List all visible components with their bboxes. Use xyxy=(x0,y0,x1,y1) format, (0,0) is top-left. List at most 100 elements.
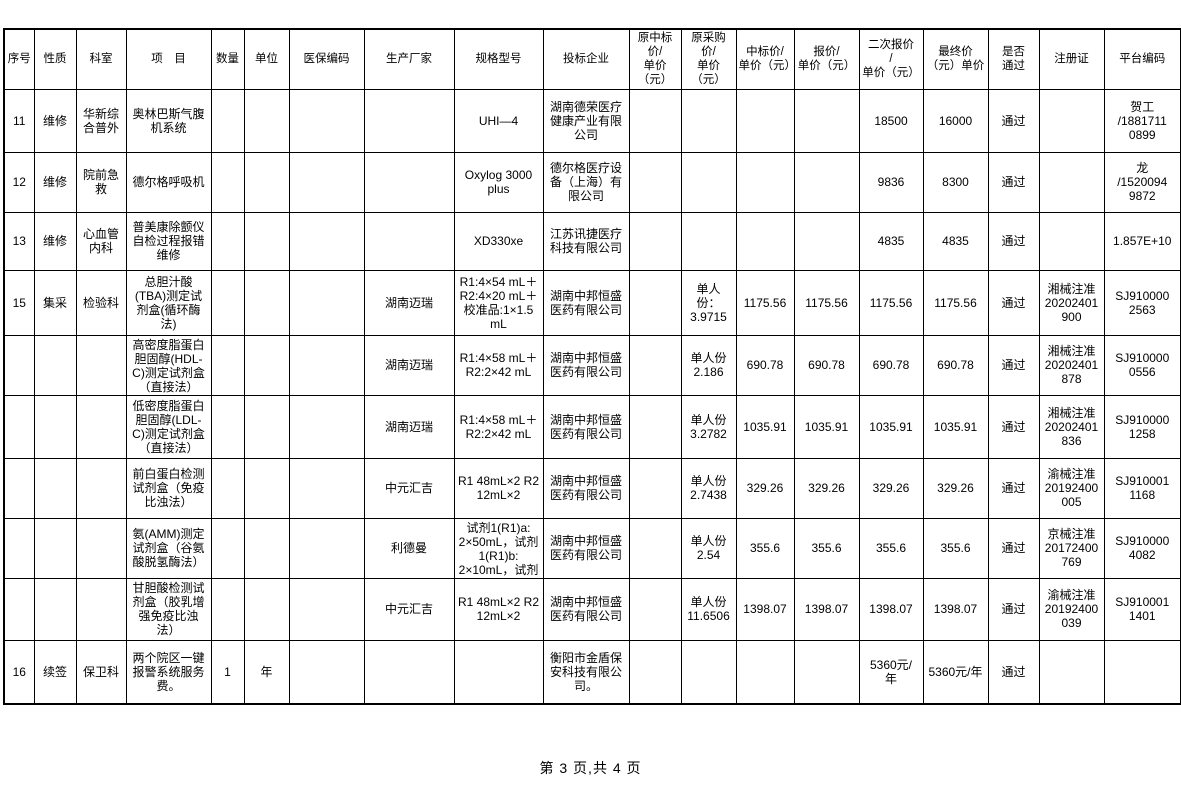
header-cell-4: 数量 xyxy=(210,28,245,90)
table-cell-r5-c10 xyxy=(628,394,682,459)
table-cell-r9-c5: 年 xyxy=(243,639,290,705)
table-cell-r6-c11: 单人份 2.7438 xyxy=(680,457,737,519)
procurement-table: 序号 性质 科室项 目数量 单位 医保编码 生产厂家 规格型号 投标企业 原中标 价/ 单价 （… xyxy=(3,28,1181,705)
table-cell-r9-c18 xyxy=(1103,639,1181,705)
table-cell-r2-c2: 心血管 内科 xyxy=(75,211,127,271)
table-cell-r4-c1 xyxy=(33,334,77,396)
table-cell-r5-c16: 通过 xyxy=(987,394,1040,459)
table-cell-r2-c3: 普美康除颤仪 自检过程报错 维修 xyxy=(125,211,212,271)
table-cell-r0-c15: 16000 xyxy=(922,88,989,153)
header-cell-12: 中标价/ 单价（元） xyxy=(735,28,795,90)
table-cell-r6-c14: 329.26 xyxy=(858,457,924,519)
table-cell-r1-c18: 龙 /1520094 9872 xyxy=(1103,151,1181,213)
table-cell-r1-c0: 12 xyxy=(3,151,35,213)
table-cell-r8-c10 xyxy=(628,577,682,641)
table-cell-r2-c8: XD330xe xyxy=(453,211,544,271)
table-cell-r1-c7 xyxy=(363,151,455,213)
table-cell-r6-c5 xyxy=(243,457,290,519)
table-cell-r4-c7: 湖南迈瑞 xyxy=(363,334,455,396)
table-cell-r3-c6 xyxy=(288,269,365,336)
table-cell-r4-c6 xyxy=(288,334,365,396)
table-cell-r3-c17: 湘械注准 20202401 900 xyxy=(1038,269,1105,336)
table-cell-r2-c10 xyxy=(628,211,682,271)
table-cell-r7-c1 xyxy=(33,517,77,579)
table-row-3: 15 集采 检验科 总胆汁酸 (TBA)测定试 剂盒(循环酶 法) 湖南迈瑞 R1:4×5… xyxy=(3,269,1181,336)
header-cell-15: 最终价 （元）单价 xyxy=(922,28,989,90)
table-cell-r2-c9: 江苏讯捷医疗 科技有限公司 xyxy=(542,211,630,271)
table-cell-r1-c8: Oxylog 3000 plus xyxy=(453,151,544,213)
table-cell-r1-c6 xyxy=(288,151,365,213)
table-cell-r0-c0: 11 xyxy=(3,88,35,153)
table-cell-r9-c8 xyxy=(453,639,544,705)
table-cell-r8-c9: 湖南中邦恒盛 医药有限公司 xyxy=(542,577,630,641)
table-cell-r0-c1: 维修 xyxy=(33,88,77,153)
table-cell-r9-c16: 通过 xyxy=(987,639,1040,705)
table-cell-r2-c6 xyxy=(288,211,365,271)
table-cell-r7-c11: 单人份 2.54 xyxy=(680,517,737,579)
table-cell-r4-c4 xyxy=(210,334,245,396)
table-cell-r9-c0: 16 xyxy=(3,639,35,705)
table-cell-r2-c12 xyxy=(735,211,795,271)
table-cell-r0-c7 xyxy=(363,88,455,153)
table-cell-r0-c8: UHI—4 xyxy=(453,88,544,153)
table-cell-r9-c11 xyxy=(680,639,737,705)
table-cell-r0-c13 xyxy=(793,88,860,153)
table-cell-r6-c4 xyxy=(210,457,245,519)
table-cell-r1-c2: 院前急 救 xyxy=(75,151,127,213)
table-cell-r8-c12: 1398.07 xyxy=(735,577,795,641)
header-cell-0: 序号 xyxy=(3,28,35,90)
header-cell-2: 科室 xyxy=(75,28,127,90)
table-cell-r5-c7: 湖南迈瑞 xyxy=(363,394,455,459)
table-cell-r4-c10 xyxy=(628,334,682,396)
table-cell-r9-c12 xyxy=(735,639,795,705)
table-cell-r1-c15: 8300 xyxy=(922,151,989,213)
table-cell-r0-c9: 湖南德荣医疗 健康产业有限 公司 xyxy=(542,88,630,153)
table-cell-r9-c2: 保卫科 xyxy=(75,639,127,705)
table-cell-r2-c15: 4835 xyxy=(922,211,989,271)
table-cell-r5-c0 xyxy=(3,394,35,459)
table-cell-r6-c2 xyxy=(75,457,127,519)
table-cell-r4-c3: 高密度脂蛋白 胆固醇(HDL- C)测定试剂盒 （直接法） xyxy=(125,334,212,396)
table-cell-r5-c3: 低密度脂蛋白 胆固醇(LDL- C)测定试剂盒 （直接法） xyxy=(125,394,212,459)
table-cell-r0-c4 xyxy=(210,88,245,153)
table-cell-r7-c7: 利德曼 xyxy=(363,517,455,579)
table-cell-r6-c0 xyxy=(3,457,35,519)
table-row-0: 11 维修 华新综 合普外 奥林巴斯气腹 机系统 UHI—4 湖南德荣医疗 健康产业有限 … xyxy=(3,88,1181,153)
table-cell-r3-c10 xyxy=(628,269,682,336)
table-cell-r2-c18: 1.857E+10 xyxy=(1103,211,1181,271)
table-cell-r0-c6 xyxy=(288,88,365,153)
table-cell-r1-c4 xyxy=(210,151,245,213)
header-cell-13: 报价/ 单价（元） xyxy=(793,28,860,90)
table-cell-r4-c18: SJ910000 0556 xyxy=(1103,334,1181,396)
table-row-4: 高密度脂蛋白 胆固醇(HDL- C)测定试剂盒 （直接法） 湖南迈瑞 R1:4×58… xyxy=(3,334,1181,396)
table-cell-r0-c10 xyxy=(628,88,682,153)
table-cell-r2-c17 xyxy=(1038,211,1105,271)
table-cell-r7-c18: SJ910000 4082 xyxy=(1103,517,1181,579)
table-cell-r7-c13: 355.6 xyxy=(793,517,860,579)
table-cell-r5-c6 xyxy=(288,394,365,459)
header-cell-1: 性质 xyxy=(33,28,77,90)
table-cell-r3-c1: 集采 xyxy=(33,269,77,336)
table-cell-r9-c3: 两个院区一键 报警系统服务 费。 xyxy=(125,639,212,705)
table-cell-r0-c18: 贺工 /1881711 0899 xyxy=(1103,88,1181,153)
table-cell-r6-c13: 329.26 xyxy=(793,457,860,519)
table-cell-r7-c4 xyxy=(210,517,245,579)
table-cell-r5-c5 xyxy=(243,394,290,459)
table-cell-r7-c2 xyxy=(75,517,127,579)
table-cell-r9-c15: 5360元/年 xyxy=(922,639,989,705)
table-cell-r3-c15: 1175.56 xyxy=(922,269,989,336)
table-cell-r8-c0 xyxy=(3,577,35,641)
table-cell-r2-c0: 13 xyxy=(3,211,35,271)
table-row-8: 甘胆酸检测试 剂盒（胶乳增 强免疫比浊 法） 中元汇吉 R1 48mL×2 R2 1… xyxy=(3,577,1181,641)
table-cell-r7-c3: 氨(AMM)测定 试剂盒（谷氨 酸脱氢酶法） xyxy=(125,517,212,579)
header-cell-18: 平台编码 xyxy=(1103,28,1181,90)
table-cell-r0-c2: 华新综 合普外 xyxy=(75,88,127,153)
table-cell-r4-c8: R1:4×58 mL＋ R2:2×42 mL xyxy=(453,334,544,396)
table-cell-r3-c12: 1175.56 xyxy=(735,269,795,336)
header-cell-14: 二次报价 / 单价（元） xyxy=(858,28,924,90)
table-cell-r3-c2: 检验科 xyxy=(75,269,127,336)
table-cell-r5-c4 xyxy=(210,394,245,459)
table-cell-r8-c18: SJ910001 1401 xyxy=(1103,577,1181,641)
table-cell-r8-c16: 通过 xyxy=(987,577,1040,641)
